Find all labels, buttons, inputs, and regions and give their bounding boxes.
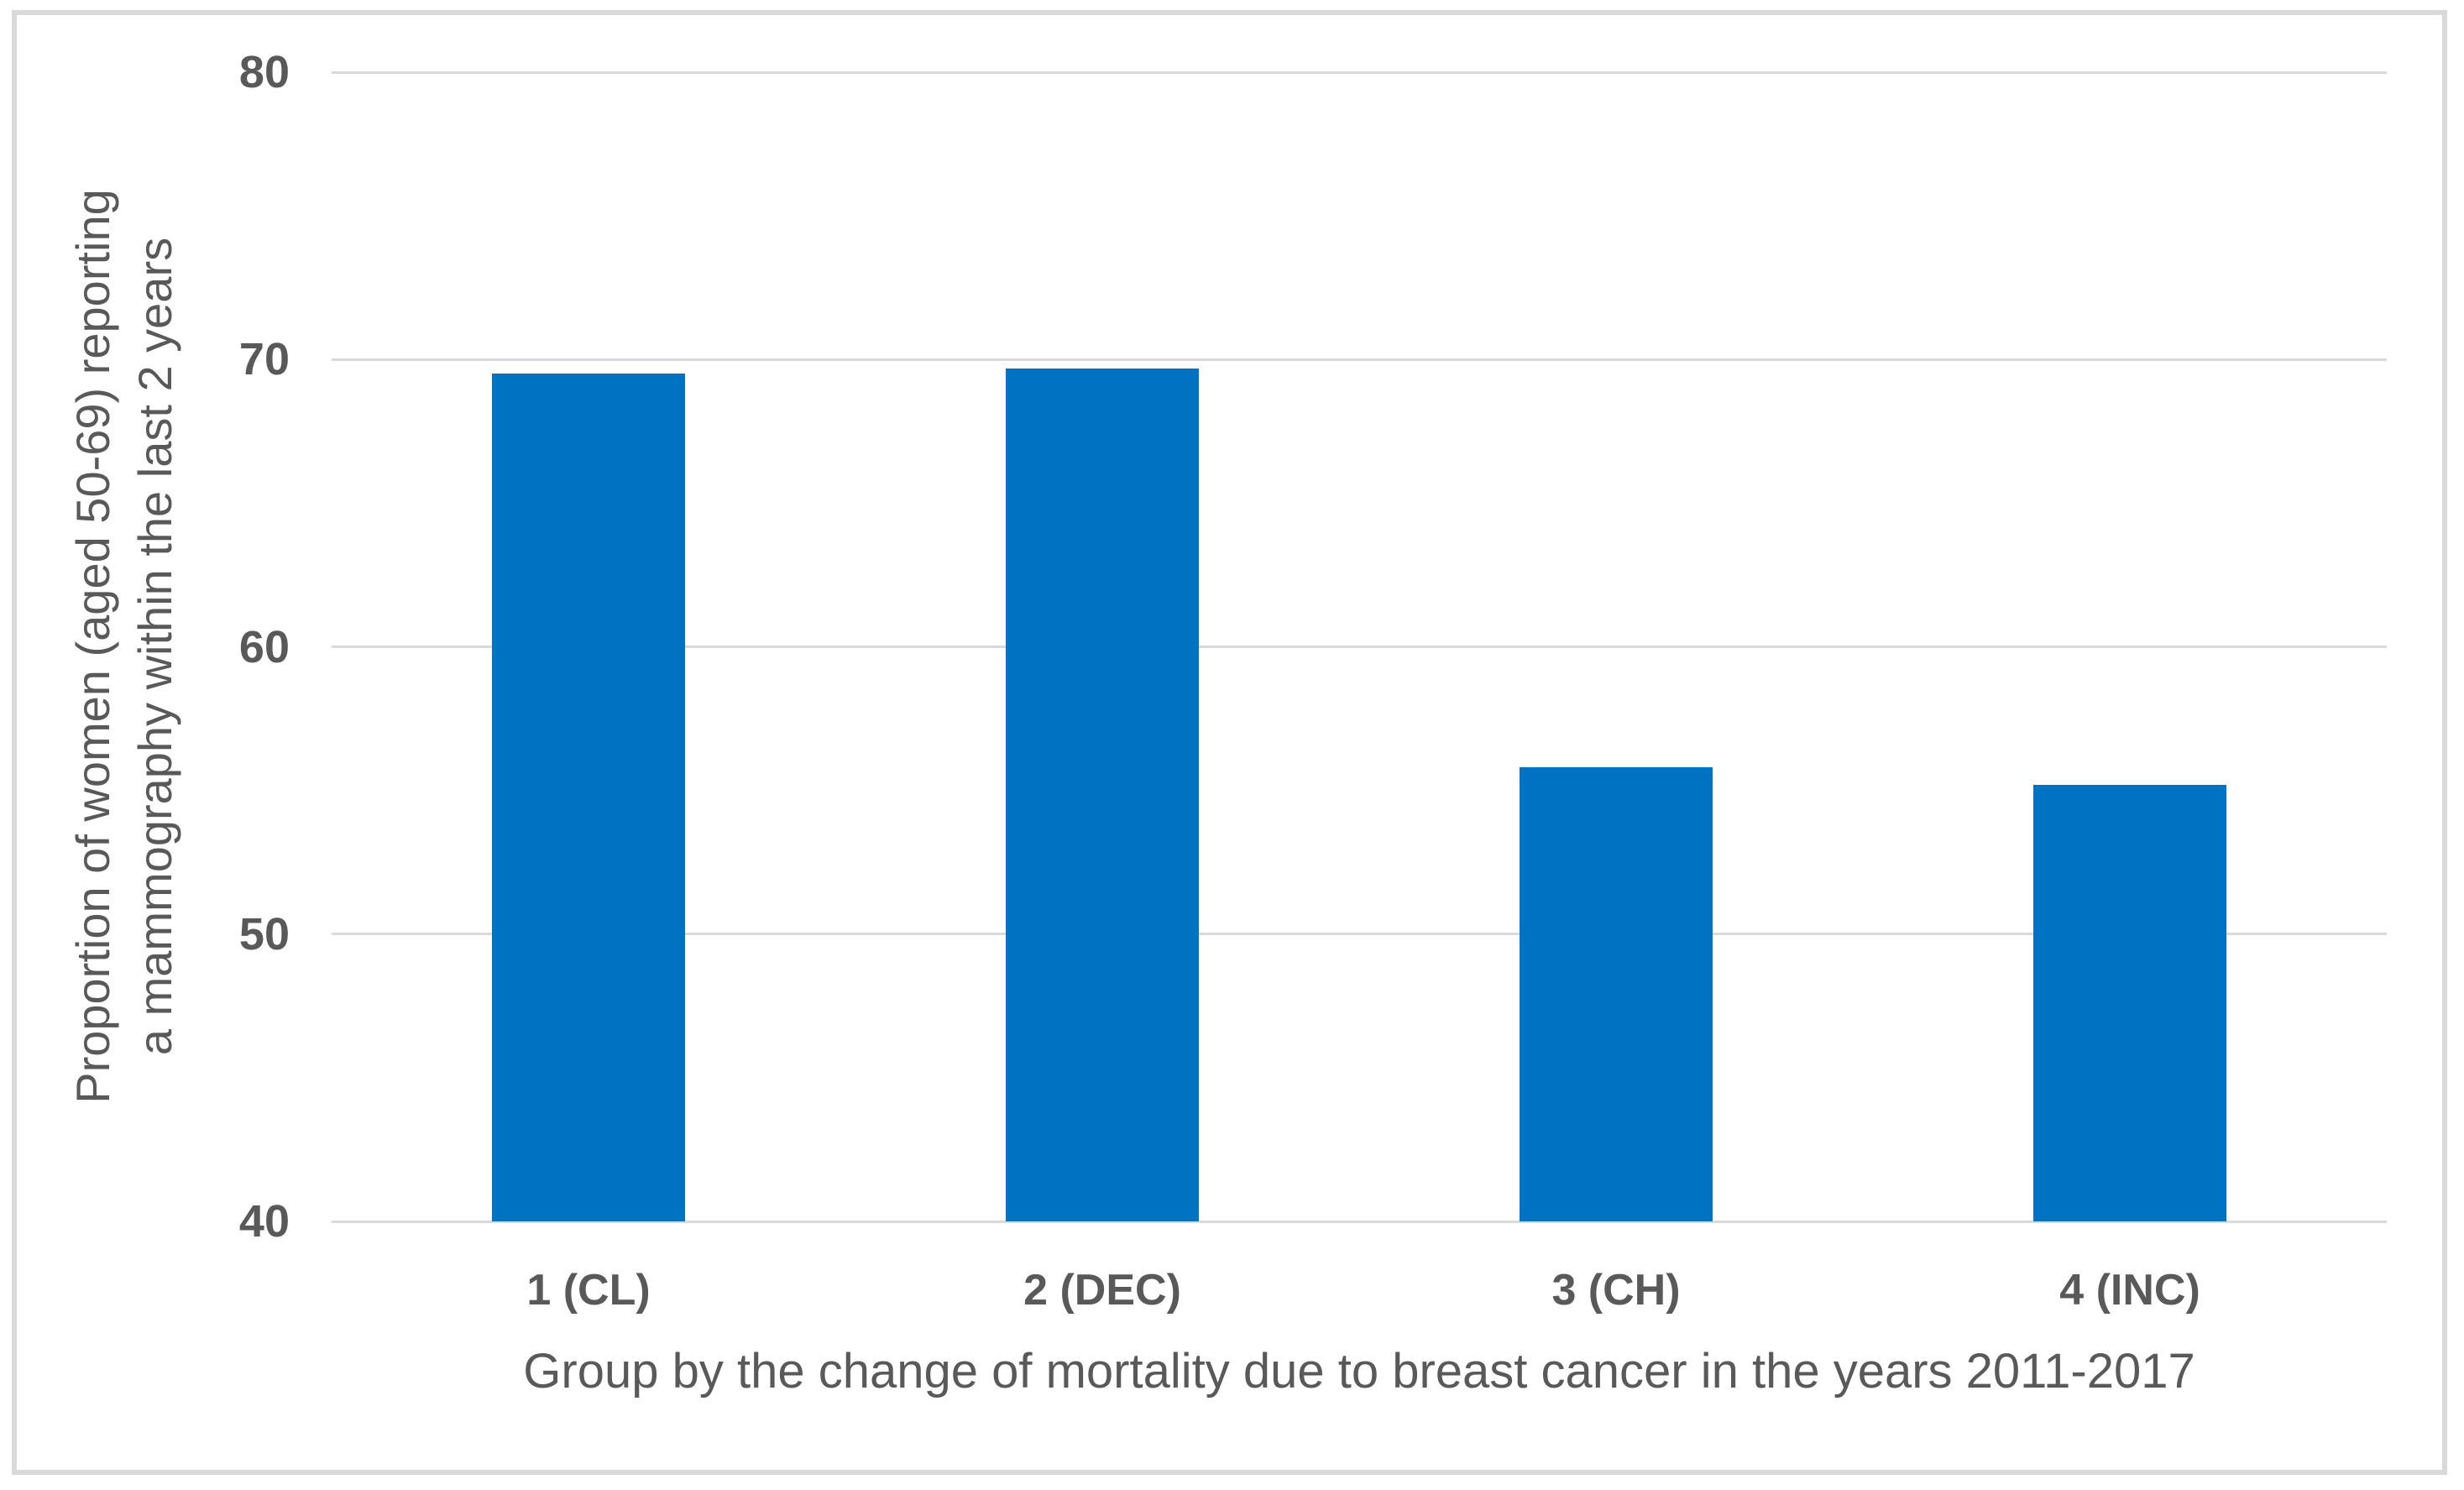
y-tick-label-50: 50 bbox=[238, 908, 290, 959]
gridline-50 bbox=[332, 933, 2387, 936]
gridline-40 bbox=[332, 1220, 2387, 1223]
y-tick-label-80: 80 bbox=[238, 47, 290, 97]
chart-frame bbox=[12, 10, 2447, 1475]
x-tick-label-3: 3 (CH) bbox=[1551, 1266, 1681, 1315]
bar-1-cl bbox=[492, 374, 685, 1221]
bar-2-dec bbox=[1006, 368, 1199, 1221]
gridline-80 bbox=[332, 71, 2387, 74]
gridline-60 bbox=[332, 646, 2387, 648]
bar-3-ch bbox=[1520, 767, 1713, 1221]
bar-4-inc bbox=[2033, 784, 2226, 1221]
y-tick-label-40: 40 bbox=[238, 1196, 290, 1247]
y-tick-label-70: 70 bbox=[238, 334, 290, 385]
gridline-70 bbox=[332, 358, 2387, 361]
y-tick-label-60: 60 bbox=[238, 621, 290, 672]
x-tick-label-2: 2 (DEC) bbox=[1023, 1266, 1181, 1315]
x-axis-title: Group by the change of mortality due to … bbox=[523, 1344, 2195, 1399]
x-tick-label-1: 1 (CL) bbox=[526, 1266, 651, 1315]
x-tick-label-4: 4 (INC) bbox=[2059, 1266, 2200, 1315]
